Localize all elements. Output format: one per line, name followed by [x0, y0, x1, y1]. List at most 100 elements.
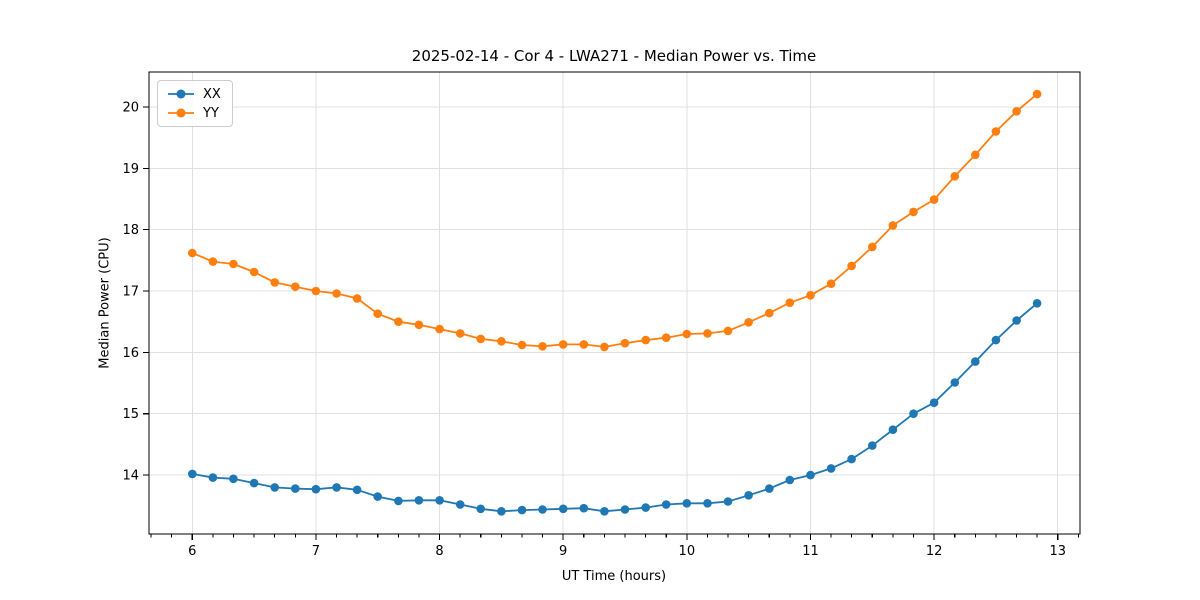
data-point-marker [950, 172, 960, 181]
x-axis-label: UT Time (hours) [561, 569, 667, 584]
data-point-marker [311, 484, 321, 494]
x-tick-label: 10 [679, 544, 696, 559]
legend-item-yy: YY [166, 104, 221, 122]
data-point-marker [229, 259, 238, 269]
data-point-marker [352, 294, 362, 303]
data-point-marker [332, 483, 341, 492]
data-point-marker [765, 308, 774, 318]
data-point-marker [1032, 299, 1042, 308]
data-point-marker [558, 504, 568, 514]
series-xx-line [191, 302, 1038, 513]
data-point-marker [517, 340, 527, 350]
y-tick-label: 18 [122, 223, 139, 238]
data-point-marker [476, 504, 486, 514]
data-point-marker [744, 318, 753, 327]
data-point-marker [497, 337, 506, 346]
data-point-marker [208, 473, 218, 482]
data-point-marker [435, 496, 444, 505]
data-point-marker [291, 484, 300, 493]
data-point-marker [909, 409, 918, 419]
data-point-marker [888, 425, 898, 435]
data-point-marker [723, 326, 733, 336]
data-point-marker [971, 150, 980, 160]
data-point-marker [579, 340, 589, 349]
data-point-marker [188, 248, 197, 258]
data-point-marker [929, 195, 939, 204]
data-point-marker [847, 454, 856, 464]
data-point-marker [435, 324, 444, 334]
data-point-marker [806, 470, 815, 480]
legend-item-xx: XX [166, 85, 221, 103]
data-point-marker [909, 207, 918, 217]
legend-swatch-yy-icon [168, 108, 194, 118]
data-point-marker [703, 329, 712, 338]
data-point-marker [538, 342, 547, 351]
data-point-marker [641, 503, 650, 512]
data-point-marker [352, 485, 362, 495]
y-axis-label: Median Power (CPU) [97, 237, 113, 369]
data-point-marker [826, 464, 836, 473]
data-point-marker [476, 334, 486, 344]
legend: XX YY [157, 80, 233, 127]
data-point-marker [785, 475, 795, 485]
data-point-marker [332, 289, 341, 298]
data-point-marker [868, 242, 877, 252]
series-yy-line [191, 93, 1038, 348]
x-tick-label: 6 [188, 544, 196, 559]
plot-border [148, 71, 1081, 535]
x-tick-label: 13 [1049, 544, 1066, 559]
x-tick-label: 9 [559, 544, 567, 559]
data-point-marker [723, 497, 733, 506]
data-point-marker [600, 507, 609, 516]
axis-ticks [143, 106, 1079, 540]
data-point-marker [682, 499, 692, 508]
y-tick-label: 14 [122, 469, 139, 484]
y-tick-label: 15 [122, 407, 139, 422]
data-point-marker [888, 221, 898, 230]
data-point-marker [806, 291, 815, 300]
data-point-marker [600, 342, 609, 352]
x-tick-label: 7 [312, 544, 320, 559]
data-point-marker [311, 286, 321, 296]
y-tick-label: 17 [122, 285, 139, 300]
legend-label-yy: YY [203, 105, 219, 121]
data-point-marker [929, 398, 939, 408]
y-tick-label: 20 [122, 100, 139, 115]
data-point-marker [620, 505, 630, 514]
series-xx-markers [188, 299, 1042, 516]
data-point-marker [394, 317, 403, 327]
data-point-marker [394, 496, 403, 506]
gridlines [149, 72, 1080, 534]
data-point-marker [373, 309, 383, 319]
data-point-marker [661, 333, 671, 343]
y-tick-label: 16 [122, 346, 139, 361]
data-point-marker [703, 499, 712, 508]
data-point-marker [249, 478, 259, 488]
data-point-marker [497, 507, 506, 516]
data-point-marker [538, 505, 547, 514]
legend-swatch-xx-icon [168, 89, 194, 99]
data-point-marker [558, 340, 568, 349]
legend-label-xx: XX [203, 86, 221, 102]
data-point-marker [455, 500, 465, 509]
data-point-marker [991, 127, 1001, 136]
data-point-marker [414, 320, 424, 330]
tick-labels: 6 7 8 9 10 11 12 13 14 15 16 17 18 19 20 [122, 100, 1066, 559]
data-point-marker [1012, 107, 1021, 116]
data-point-marker [620, 338, 630, 348]
y-tick-label: 19 [122, 162, 139, 177]
data-point-marker [208, 257, 218, 266]
chart-title: 2025-02-14 - Cor 4 - LWA271 - Median Pow… [411, 47, 817, 65]
data-point-marker [249, 267, 259, 277]
data-point-marker [188, 469, 197, 479]
data-point-marker [270, 483, 280, 492]
data-point-marker [455, 329, 465, 338]
data-point-marker [991, 335, 1001, 345]
data-point-marker [765, 484, 774, 493]
data-point-marker [971, 357, 980, 366]
data-point-marker [229, 474, 238, 484]
data-point-marker [1032, 89, 1042, 99]
series-yy-markers [188, 89, 1042, 352]
